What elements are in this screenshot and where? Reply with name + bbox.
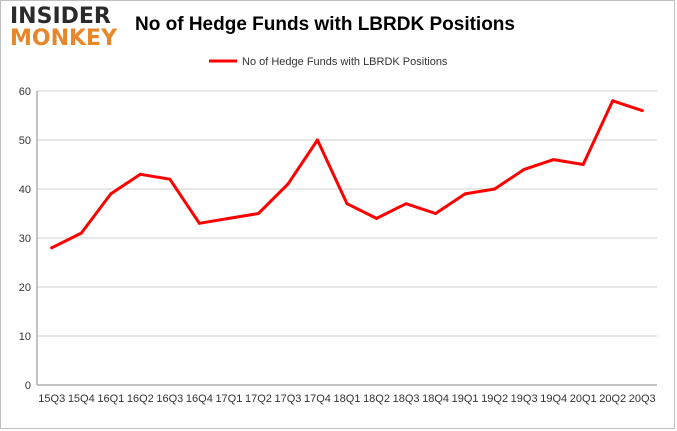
data-point — [79, 231, 83, 235]
series-layer — [50, 99, 644, 250]
x-tick-label: 17Q2 — [245, 393, 272, 405]
x-axis-ticks: 15Q3 15Q4 16Q1 16Q2 16Q3 16Q4 17Q1 17Q2 17Q3 17Q4… — [38, 393, 655, 405]
y-axis-ticks: 0 10 20 30 40 50 60 — [19, 86, 31, 392]
data-point — [493, 187, 497, 191]
logo-line-2: MONKEY — [10, 26, 118, 51]
legend-label: No of Hedge Funds with LBRDK Positions — [242, 56, 448, 68]
data-point — [109, 192, 113, 196]
y-tick-label: 50 — [19, 135, 31, 147]
data-point — [581, 163, 585, 166]
data-point — [375, 216, 379, 220]
x-tick-label: 17Q3 — [274, 393, 301, 405]
chart-title: No of Hedge Funds with LBRDK Positions — [135, 14, 515, 35]
x-tick-label: 15Q4 — [68, 393, 95, 405]
data-point — [552, 158, 556, 162]
data-point — [522, 167, 526, 171]
x-tick-label: 16Q3 — [156, 393, 183, 405]
y-tick-label: 0 — [25, 380, 31, 392]
data-point — [315, 138, 319, 142]
y-tick-label: 60 — [19, 86, 31, 98]
legend: No of Hedge Funds with LBRDK Positions — [209, 56, 448, 68]
x-tick-label: 20Q2 — [599, 393, 626, 405]
data-point — [611, 99, 615, 103]
data-point — [50, 246, 54, 250]
data-point — [434, 212, 438, 215]
x-tick-label: 19Q4 — [540, 393, 567, 405]
data-point — [197, 221, 201, 225]
data-point — [404, 202, 408, 206]
data-point — [256, 212, 260, 215]
x-tick-label: 16Q1 — [97, 393, 124, 405]
x-tick-label: 19Q1 — [452, 393, 479, 405]
data-point — [286, 182, 290, 186]
x-tick-label: 19Q3 — [511, 393, 538, 405]
x-tick-label: 18Q4 — [422, 393, 449, 405]
x-tick-label: 18Q3 — [393, 393, 420, 405]
data-point — [463, 192, 467, 196]
insider-monkey-logo: INSIDER MONKEY — [10, 6, 128, 54]
data-point — [640, 109, 644, 113]
data-point — [168, 177, 172, 181]
x-tick-label: 17Q1 — [215, 393, 242, 405]
x-tick-label: 16Q4 — [186, 393, 213, 405]
y-tick-label: 40 — [19, 184, 31, 196]
grid-lines — [36, 90, 657, 386]
x-tick-label: 16Q2 — [127, 393, 154, 405]
x-tick-label: 19Q2 — [481, 393, 508, 405]
y-tick-label: 30 — [19, 233, 31, 245]
x-tick-label: 15Q3 — [38, 393, 65, 405]
x-tick-label: 20Q1 — [570, 393, 597, 405]
logo-line-1: INSIDER — [10, 4, 111, 29]
data-point — [227, 216, 231, 220]
y-tick-label: 10 — [19, 331, 31, 343]
x-tick-label: 18Q1 — [334, 393, 361, 405]
y-tick-label: 20 — [19, 282, 31, 294]
x-tick-label: 20Q3 — [629, 393, 656, 405]
x-tick-label: 17Q4 — [304, 393, 331, 405]
data-point — [138, 172, 142, 176]
x-tick-label: 18Q2 — [363, 393, 390, 405]
data-point — [345, 202, 349, 206]
